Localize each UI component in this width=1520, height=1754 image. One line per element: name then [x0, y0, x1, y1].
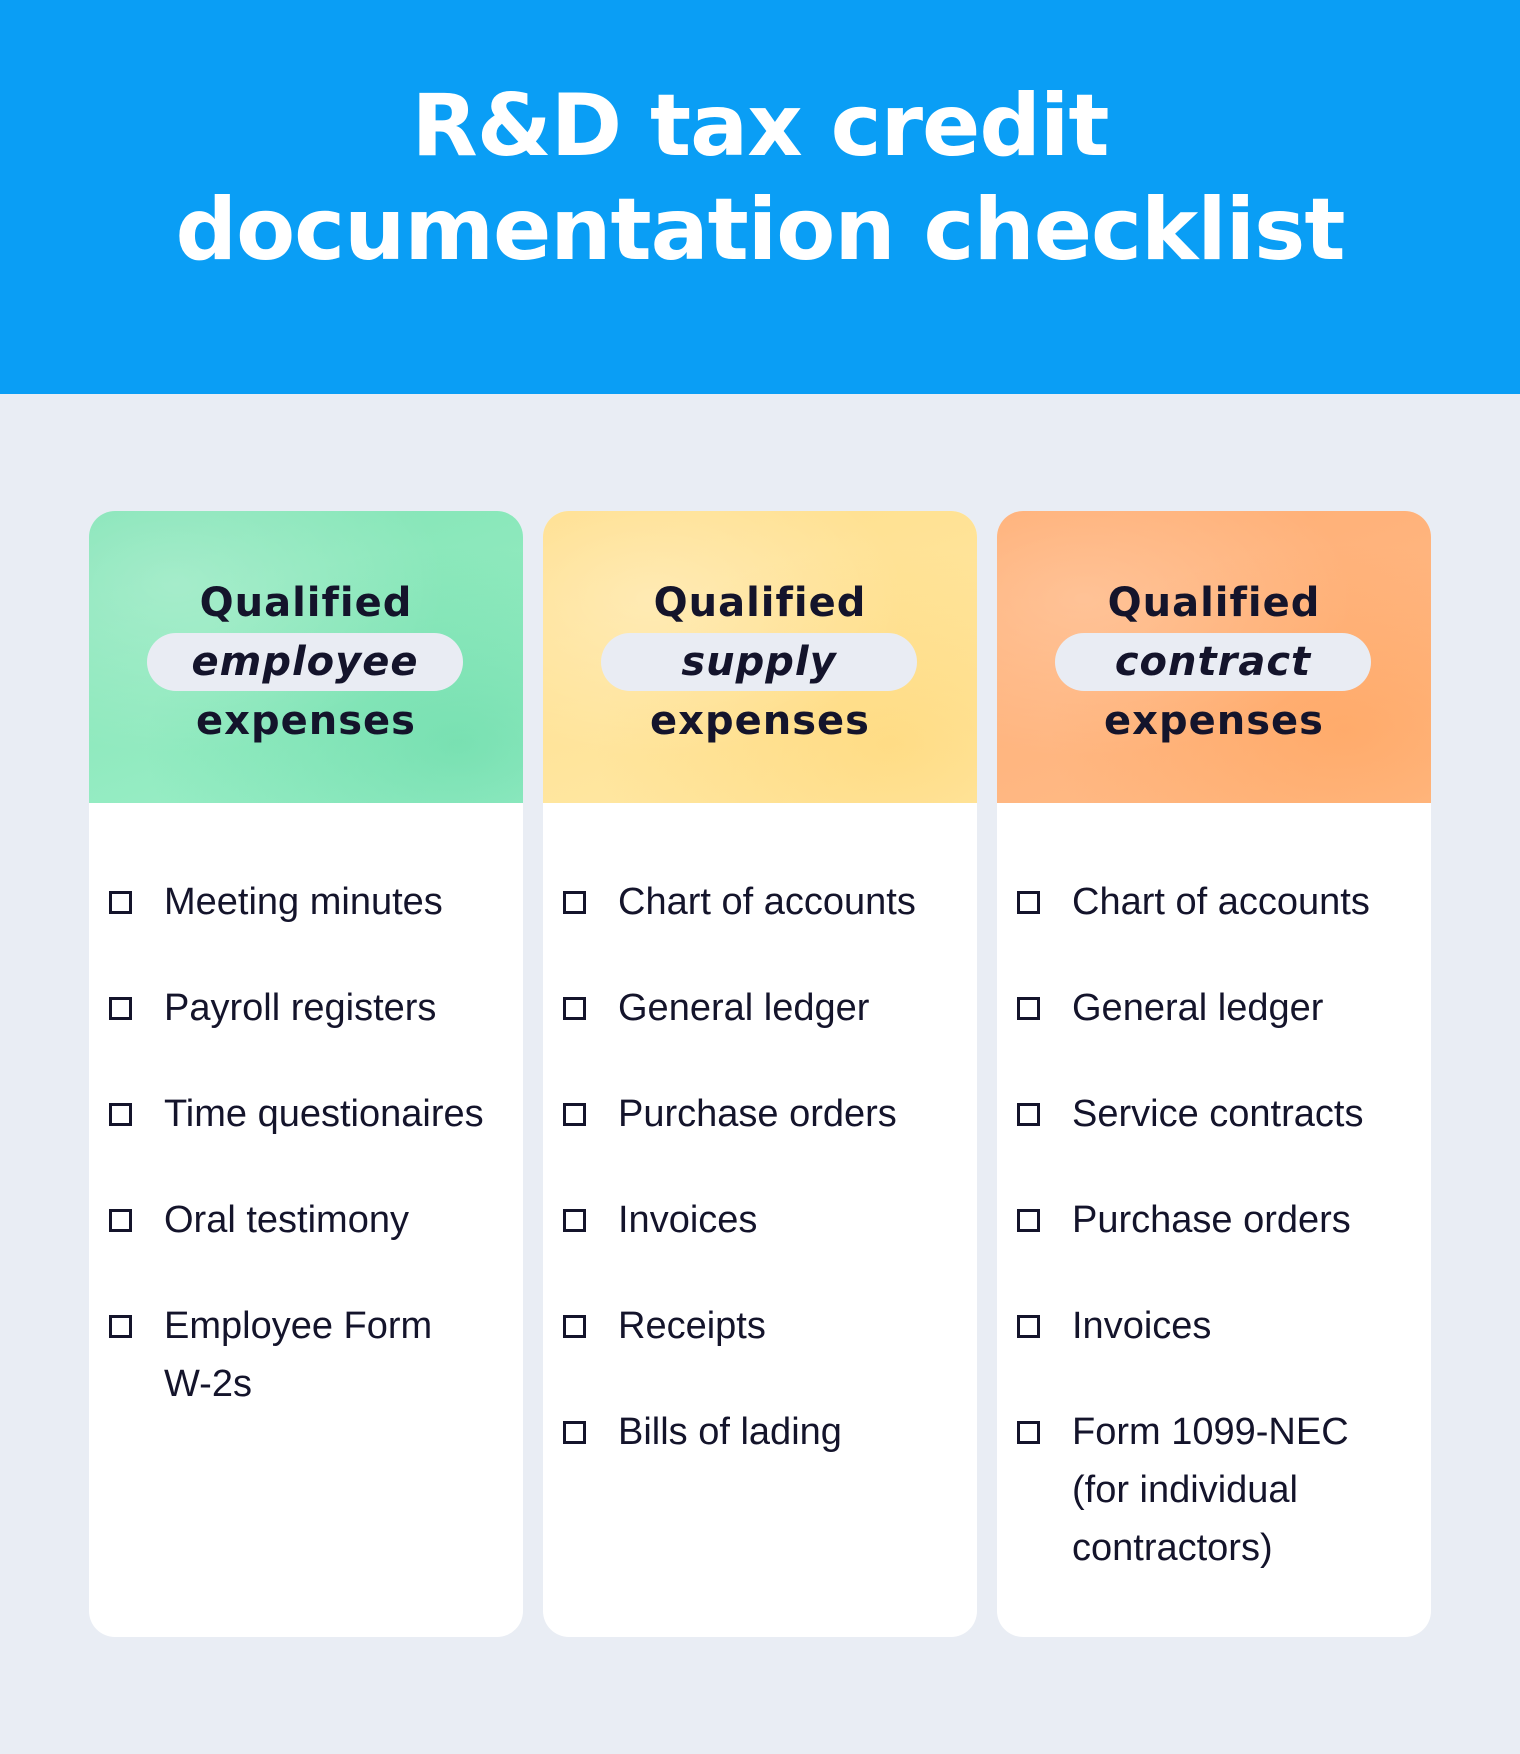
checklist-item-label: Time questionaires	[164, 1093, 484, 1135]
checkbox[interactable]	[1017, 1315, 1040, 1338]
checkbox[interactable]	[563, 1209, 586, 1232]
checkbox[interactable]	[109, 997, 132, 1020]
checklist-item-label: Payroll registers	[164, 987, 437, 1029]
checklist-item-label: Invoices	[1072, 1305, 1212, 1347]
card-heading-highlight: employee	[147, 633, 463, 691]
checklist-item-label: General ledger	[618, 987, 870, 1029]
checkbox[interactable]	[563, 891, 586, 914]
employee-expenses-card: Qualified employee expenses Meeting minu…	[89, 511, 523, 1637]
card-heading-bottom: expenses	[1104, 698, 1324, 744]
checklist-item-label: Employee Form W-2s	[164, 1305, 433, 1405]
checkbox[interactable]	[109, 891, 132, 914]
checkbox[interactable]	[109, 1209, 132, 1232]
checklist-item-label: Purchase orders	[618, 1093, 897, 1135]
card-heading-bottom: expenses	[650, 698, 870, 744]
checkbox[interactable]	[109, 1315, 132, 1338]
checkbox[interactable]	[563, 1421, 586, 1444]
card-heading-top: Qualified	[653, 580, 867, 626]
card-header: Qualified employee expenses	[89, 511, 523, 803]
checklist-item-label: Meeting minutes	[164, 881, 443, 923]
card-header: Qualified contract expenses	[997, 511, 1431, 803]
checklist-item-label: Service contracts	[1072, 1093, 1364, 1135]
card-heading-top: Qualified	[1107, 580, 1321, 626]
checkbox[interactable]	[109, 1103, 132, 1126]
checklist-item-label: Chart of accounts	[1072, 881, 1370, 923]
supply-expenses-card: Qualified supply expenses Chart of accou…	[543, 511, 977, 1637]
checkbox[interactable]	[1017, 891, 1040, 914]
checklist-item-label: Purchase orders	[1072, 1199, 1351, 1241]
checkbox[interactable]	[1017, 997, 1040, 1020]
card-heading-top: Qualified	[199, 580, 413, 626]
checkbox[interactable]	[1017, 1421, 1040, 1444]
contract-expenses-card: Qualified contract expenses Chart of acc…	[997, 511, 1431, 1637]
card-heading-bottom: expenses	[196, 698, 416, 744]
card-header: Qualified supply expenses	[543, 511, 977, 803]
checklist-item-label: Oral testimony	[164, 1199, 409, 1241]
checklist-item-label: Receipts	[618, 1305, 766, 1347]
page-title-line-1: R&D tax credit	[411, 76, 1110, 176]
checkbox[interactable]	[563, 997, 586, 1020]
card-heading-highlight: supply	[601, 633, 917, 691]
checkbox[interactable]	[1017, 1103, 1040, 1126]
checkbox[interactable]	[563, 1315, 586, 1338]
checklist-item-label: General ledger	[1072, 987, 1324, 1029]
page-title-line-2: documentation checklist	[175, 180, 1346, 280]
checklist-item-label: Invoices	[618, 1199, 758, 1241]
checklist-item-label: Chart of accounts	[618, 881, 916, 923]
checklist-item-label: Bills of lading	[618, 1411, 842, 1453]
page-header: R&D tax credit documentation checklist	[0, 0, 1520, 394]
checklist-item-label: Form 1099-NEC (for individual contractor…	[1072, 1411, 1349, 1569]
checkbox[interactable]	[563, 1103, 586, 1126]
checkbox[interactable]	[1017, 1209, 1040, 1232]
card-heading-highlight: contract	[1055, 633, 1371, 691]
checklist-columns: Qualified employee expenses Meeting minu…	[89, 511, 1431, 1637]
